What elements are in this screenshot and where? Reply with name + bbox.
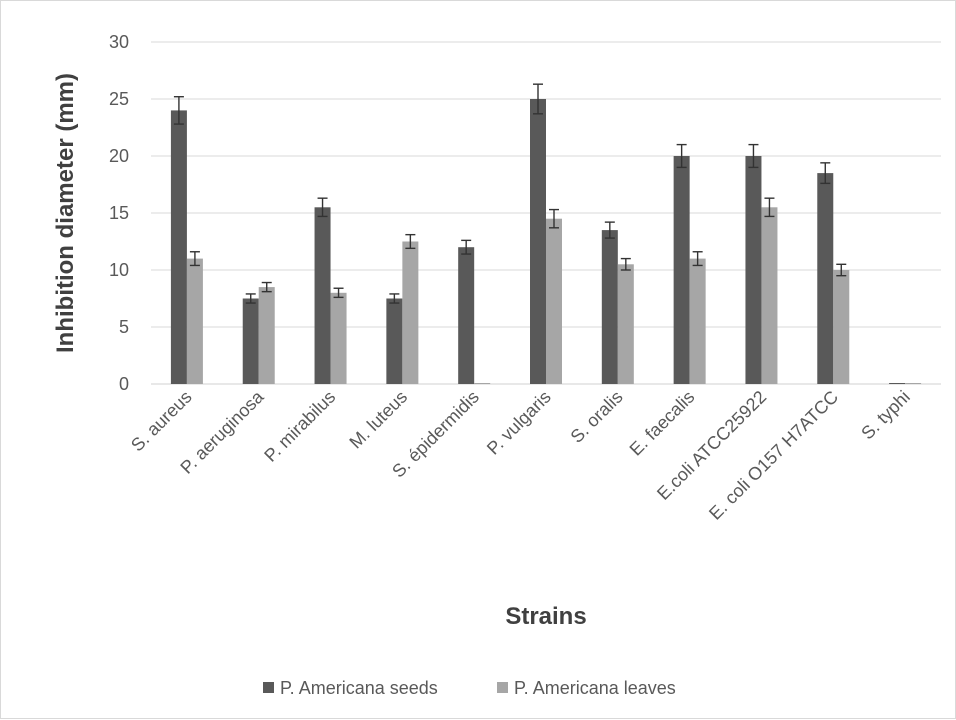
x-tick-label: M. luteus (345, 387, 411, 453)
y-axis-title: Inhibition diameter (mm) (52, 73, 79, 353)
y-tick-label: 25 (109, 89, 129, 109)
bar-leaves (402, 241, 419, 384)
legend-label-leaves: P. Americana leaves (514, 678, 676, 698)
bar-leaves (258, 287, 275, 384)
y-tick-label: 20 (109, 146, 129, 166)
legend-swatch-leaves (497, 682, 508, 693)
legend-label-seeds: P. Americana seeds (280, 678, 438, 698)
bar-seeds (170, 110, 187, 385)
x-tick-label: S. oralis (567, 387, 627, 447)
y-tick-label: 30 (109, 32, 129, 52)
bar-leaves (330, 292, 347, 384)
bar-seeds (386, 298, 403, 384)
bar-leaves (761, 207, 778, 384)
y-tick-label: 0 (119, 374, 129, 394)
bar-seeds (314, 207, 331, 384)
bar-leaves (617, 264, 634, 384)
x-axis-title: Strains (505, 603, 586, 630)
x-tick-label: P. vulgaris (483, 387, 555, 459)
y-tick-labels: 0 5 10 15 20 25 30 (109, 32, 129, 394)
bars (170, 99, 922, 385)
y-tick-label: 15 (109, 203, 129, 223)
bar-seeds (601, 230, 618, 384)
bar-seeds (673, 156, 690, 384)
bar-leaves (833, 270, 850, 384)
error-bars (173, 83, 847, 304)
bar-leaves (474, 383, 491, 384)
bar-leaves (905, 383, 922, 384)
bar-leaves (186, 258, 203, 384)
bar-seeds (817, 173, 834, 384)
x-tick-label: E. coli O157 H7ATCC (705, 387, 842, 524)
bar-leaves (546, 218, 562, 384)
legend: P. Americana seeds P. Americana leaves (263, 678, 676, 698)
y-tick-label: 5 (119, 317, 129, 337)
bar-seeds (458, 247, 475, 384)
legend-swatch-seeds (263, 682, 274, 693)
bar-seeds (745, 156, 762, 384)
y-tick-label: 10 (109, 260, 129, 280)
bar-leaves (689, 258, 706, 384)
bar-seeds (242, 298, 259, 384)
bar-seeds (530, 99, 546, 384)
x-tick-label: S. typhi (857, 387, 914, 444)
bar-seeds (889, 383, 906, 384)
x-tick-label: S. aureus (127, 387, 196, 456)
x-tick-label: P. mirabilus (260, 387, 339, 466)
x-tick-label: E. faecalis (626, 387, 699, 460)
